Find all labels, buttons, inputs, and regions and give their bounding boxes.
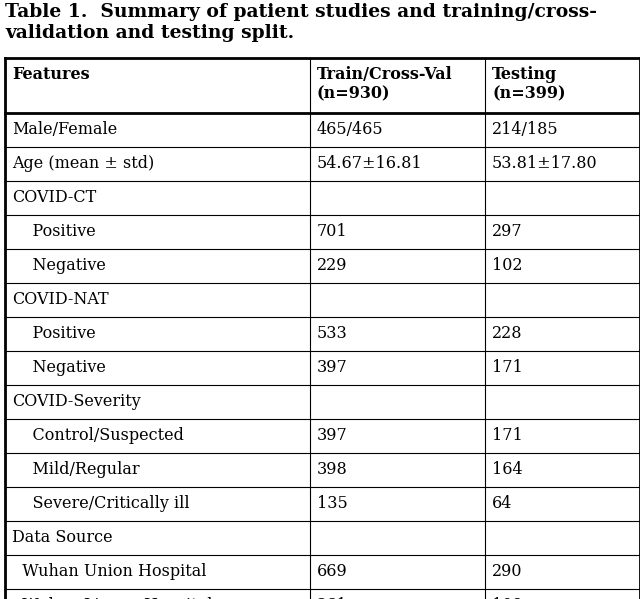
Text: 214/185: 214/185 bbox=[492, 122, 559, 138]
Text: 228: 228 bbox=[492, 325, 522, 343]
Text: COVID-Severity: COVID-Severity bbox=[12, 394, 141, 410]
Text: 533: 533 bbox=[317, 325, 348, 343]
Text: Severe/Critically ill: Severe/Critically ill bbox=[12, 495, 189, 513]
Text: COVID-NAT: COVID-NAT bbox=[12, 292, 109, 308]
Text: 397: 397 bbox=[317, 428, 348, 444]
Text: Wuhan Union Hospital: Wuhan Union Hospital bbox=[12, 564, 207, 580]
Text: validation and testing split.: validation and testing split. bbox=[5, 24, 294, 42]
Text: COVID-CT: COVID-CT bbox=[12, 189, 96, 207]
Text: Positive: Positive bbox=[12, 223, 96, 241]
Text: 398: 398 bbox=[317, 461, 348, 479]
Text: Male/Female: Male/Female bbox=[12, 122, 117, 138]
Text: 465/465: 465/465 bbox=[317, 122, 383, 138]
Text: Control/Suspected: Control/Suspected bbox=[12, 428, 184, 444]
Text: 290: 290 bbox=[492, 564, 522, 580]
Text: 102: 102 bbox=[492, 258, 522, 274]
Text: Age (mean ± std): Age (mean ± std) bbox=[12, 156, 154, 173]
Text: 669: 669 bbox=[317, 564, 348, 580]
Text: 135: 135 bbox=[317, 495, 348, 513]
Text: 229: 229 bbox=[317, 258, 348, 274]
Text: 54.67±16.81: 54.67±16.81 bbox=[317, 156, 422, 173]
Text: 164: 164 bbox=[492, 461, 523, 479]
Text: Testing
(n=399): Testing (n=399) bbox=[492, 66, 566, 102]
Text: Table 1.  Summary of patient studies and training/cross-: Table 1. Summary of patient studies and … bbox=[5, 3, 597, 21]
Text: Positive: Positive bbox=[12, 325, 96, 343]
Text: Negative: Negative bbox=[12, 359, 106, 377]
Text: 171: 171 bbox=[492, 428, 523, 444]
Text: Wuhan Liyuan Hospital: Wuhan Liyuan Hospital bbox=[12, 597, 212, 599]
Text: 53.81±17.80: 53.81±17.80 bbox=[492, 156, 598, 173]
Text: 701: 701 bbox=[317, 223, 348, 241]
Text: 261: 261 bbox=[317, 597, 348, 599]
Text: Negative: Negative bbox=[12, 258, 106, 274]
Text: 64: 64 bbox=[492, 495, 513, 513]
Text: Data Source: Data Source bbox=[12, 530, 113, 546]
Text: Mild/Regular: Mild/Regular bbox=[12, 461, 140, 479]
Text: 397: 397 bbox=[317, 359, 348, 377]
Text: 109: 109 bbox=[492, 597, 523, 599]
Text: Features: Features bbox=[12, 66, 90, 83]
Text: Train/Cross-Val
(n=930): Train/Cross-Val (n=930) bbox=[317, 66, 452, 102]
Text: 171: 171 bbox=[492, 359, 523, 377]
Text: 297: 297 bbox=[492, 223, 523, 241]
